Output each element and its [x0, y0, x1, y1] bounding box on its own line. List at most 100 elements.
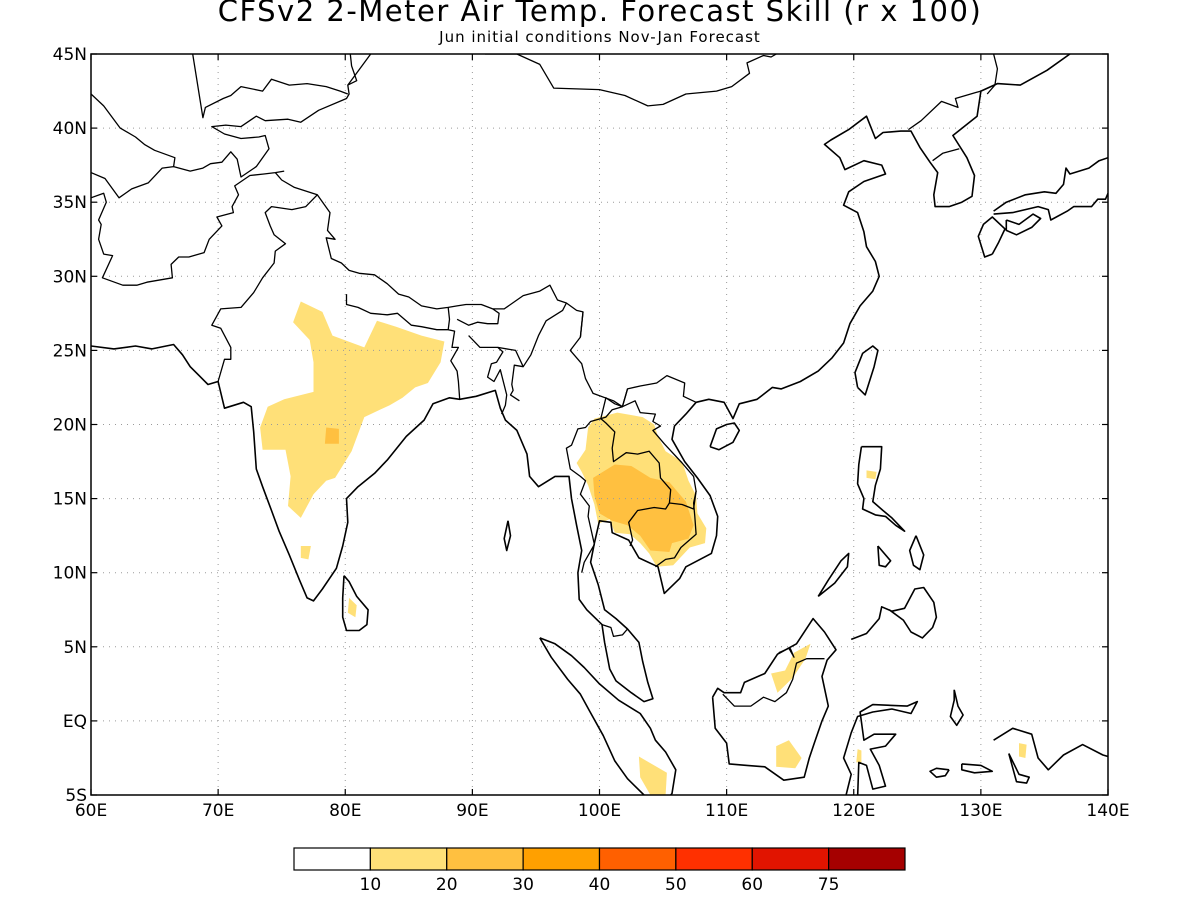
- colorbar-box-5: [675, 847, 753, 871]
- x-tick-label: 120E: [832, 801, 875, 821]
- coastline-4: [854, 345, 879, 396]
- y-tick-label: 35N: [53, 193, 87, 213]
- colorbar-box-6: [751, 847, 830, 871]
- skill-region-borneo-north: [771, 643, 811, 693]
- colorbar-box-0: [293, 847, 371, 871]
- y-tick-label: 5S: [65, 786, 87, 806]
- colorbar: 10 20 30 40 50 60 75: [293, 847, 906, 895]
- country-border-11: [522, 302, 567, 368]
- x-tick-label: 130E: [959, 801, 1002, 821]
- x-tick-label: 90E: [456, 801, 488, 821]
- y-tick-label: 10N: [53, 564, 87, 584]
- colorbar-label: 50: [665, 875, 687, 895]
- country-border-15: [600, 388, 629, 420]
- colorbar-label: 75: [818, 875, 840, 895]
- y-tick-label: 40N: [53, 119, 87, 139]
- colorbar-box-7: [828, 847, 906, 871]
- skill-region-central-india-core: [324, 427, 339, 444]
- skill-region-sumatra-south: [638, 756, 667, 795]
- coastline-5: [709, 422, 741, 451]
- x-tick-label: 100E: [578, 801, 621, 821]
- coastline-20: [503, 520, 512, 552]
- skill-region-south-india-patch: [300, 546, 311, 560]
- country-border-5: [211, 194, 318, 382]
- colorbar-label: 30: [512, 875, 534, 895]
- x-tick-label: 80E: [329, 801, 361, 821]
- y-tick-label: EQ: [63, 712, 87, 732]
- country-border-25: [908, 90, 982, 131]
- country-border-1: [91, 54, 358, 199]
- coastline-1: [977, 216, 1006, 258]
- coastline-layer: [91, 54, 1108, 795]
- country-border-19: [722, 658, 825, 707]
- colorbar-box-2: [446, 847, 524, 871]
- country-border-24: [408, 54, 800, 107]
- country-border-16: [622, 400, 697, 568]
- country-border-27: [986, 54, 999, 95]
- country-border-10: [497, 346, 524, 402]
- country-border-9: [468, 335, 508, 415]
- x-tick-label: 110E: [705, 801, 748, 821]
- country-border-layer: [91, 54, 999, 855]
- coastline-10: [850, 586, 938, 641]
- coastline-13: [908, 535, 925, 571]
- country-border-2: [91, 93, 176, 167]
- country-border-23: [345, 54, 349, 55]
- coastline-9: [842, 700, 919, 795]
- coastline-19: [1008, 753, 1030, 784]
- y-tick-label: 15N: [53, 490, 87, 510]
- coastline-8: [711, 617, 837, 782]
- coastline-17: [949, 689, 964, 727]
- skill-region-sulawesi: [856, 749, 862, 763]
- country-border-13: [600, 418, 672, 547]
- chart-subtitle: Jun initial conditions Nov-Jan Forecast: [439, 28, 761, 46]
- country-border-0: [91, 170, 285, 286]
- coastline-3: [1005, 213, 1042, 236]
- country-border-22: [347, 54, 372, 86]
- country-border-8: [448, 329, 461, 400]
- coastline-15: [960, 763, 994, 774]
- skill-region-philippines: [866, 470, 877, 480]
- colorbar-box-1: [369, 847, 448, 871]
- country-border-17: [669, 491, 697, 510]
- x-tick-label: 70E: [202, 801, 234, 821]
- colorbar-box-4: [598, 847, 677, 871]
- colorbar-label: 40: [589, 875, 611, 895]
- y-tick-label: 5N: [63, 638, 87, 658]
- coastline-16: [929, 767, 950, 779]
- skill-region-sri-lanka: [347, 597, 357, 618]
- colorbar-label: 20: [436, 875, 458, 895]
- country-border-12: [579, 311, 584, 338]
- chart-title: CFSv2 2-Meter Air Temp. Forecast Skill (…: [217, 0, 983, 28]
- country-border-14: [565, 397, 623, 573]
- y-tick-label: 45N: [53, 45, 87, 65]
- skill-region-central-india: [260, 301, 445, 518]
- y-tick-label: 30N: [53, 267, 87, 287]
- coastline-14: [877, 545, 892, 568]
- coastline-7: [539, 637, 677, 795]
- country-border-20: [778, 647, 795, 658]
- y-tick-label: 25N: [53, 341, 87, 361]
- axis-layer: 60E 70E 80E 90E 100E 110E 120E 130E 140E 45N 40N 35…: [53, 45, 1130, 821]
- skill-region-maluku: [1019, 743, 1027, 758]
- coastline-21: [1107, 91, 1108, 93]
- x-tick-label: 140E: [1086, 801, 1129, 821]
- skill-shading-layer: [260, 301, 1027, 795]
- y-tick-label: 20N: [53, 416, 87, 436]
- coastline-11: [817, 552, 850, 598]
- colorbar-box-3: [522, 847, 601, 871]
- colorbar-label: 10: [360, 875, 382, 895]
- coastline-2: [993, 192, 1108, 221]
- country-border-21: [916, 840, 917, 855]
- x-tick-label: 60E: [75, 801, 107, 821]
- country-border-3: [192, 54, 349, 119]
- coastline-0: [91, 54, 1071, 703]
- coastline-22: [993, 156, 1108, 212]
- coastline-6: [341, 575, 369, 632]
- coastline-18: [993, 727, 1108, 771]
- skill-region-borneo-south: [776, 740, 802, 769]
- country-border-7: [456, 308, 500, 326]
- coastline-12: [856, 445, 906, 533]
- country-border-6: [345, 294, 451, 331]
